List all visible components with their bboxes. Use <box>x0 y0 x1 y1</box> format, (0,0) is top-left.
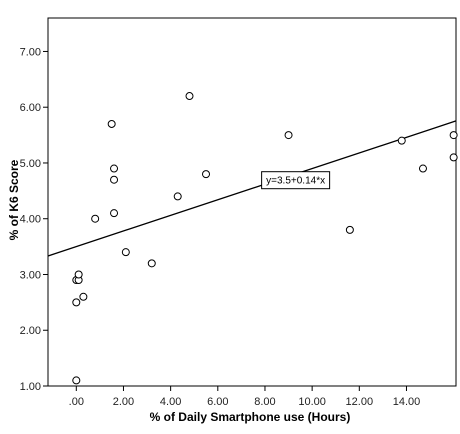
regression-line <box>47 120 457 257</box>
y-axis-ticks: 1.00 2.00 3.00 4.00 5.00 6.00 7.00 <box>20 46 48 393</box>
y-tick-label: 3.00 <box>20 269 41 281</box>
scatter-point <box>449 153 458 162</box>
x-tick-label: 10.00 <box>298 396 326 408</box>
x-axis-ticks: .00 2.00 4.00 6.00 8.00 10.00 12.00 14.00 <box>69 386 421 408</box>
y-tick-label: 7.00 <box>20 46 41 58</box>
x-tick-label: 8.00 <box>254 396 275 408</box>
scatter-point <box>147 259 156 268</box>
y-axis-label: % of K6 Score <box>7 159 21 240</box>
y-tick-label: 6.00 <box>20 102 41 114</box>
scatter-point <box>345 225 354 234</box>
y-tick-label: 2.00 <box>20 325 41 337</box>
x-tick-label: 14.00 <box>393 396 421 408</box>
scatter-point <box>110 209 119 218</box>
equation-label: y=3.5+0.14*x <box>266 176 325 187</box>
scatter-point <box>397 136 406 145</box>
x-axis-label: % of Daily Smartphone use (Hours) <box>150 410 351 424</box>
x-tick-label: 12.00 <box>346 396 374 408</box>
x-tick-label: 6.00 <box>207 396 228 408</box>
y-tick-label: 4.00 <box>20 214 41 226</box>
scatter-point <box>110 164 119 173</box>
scatter-point <box>449 131 458 140</box>
equation-box <box>261 171 331 190</box>
scatter-point <box>284 131 293 140</box>
x-tick-label: 2.00 <box>113 396 134 408</box>
y-tick-label: 5.00 <box>20 158 41 170</box>
plot-frame <box>47 17 457 387</box>
scatter-point <box>107 119 116 128</box>
y-tick-label: 1.00 <box>20 381 41 393</box>
points-layer <box>72 92 458 385</box>
scatter-point <box>418 164 427 173</box>
fit-line-layer <box>47 120 457 257</box>
scatter-point <box>202 170 211 179</box>
scatter-point <box>121 248 130 257</box>
scatter-point <box>173 192 182 201</box>
x-tick-label: .00 <box>69 396 84 408</box>
x-tick-label: 4.00 <box>160 396 181 408</box>
scatter-point <box>72 298 81 307</box>
scatter-point <box>79 292 88 301</box>
scatter-point <box>72 376 81 385</box>
scatter-point <box>91 214 100 223</box>
annotation-layer: y=3.5+0.14*x <box>261 171 331 190</box>
scatter-point <box>185 92 194 101</box>
scatter-point <box>110 175 119 184</box>
scatter-point <box>74 270 83 279</box>
